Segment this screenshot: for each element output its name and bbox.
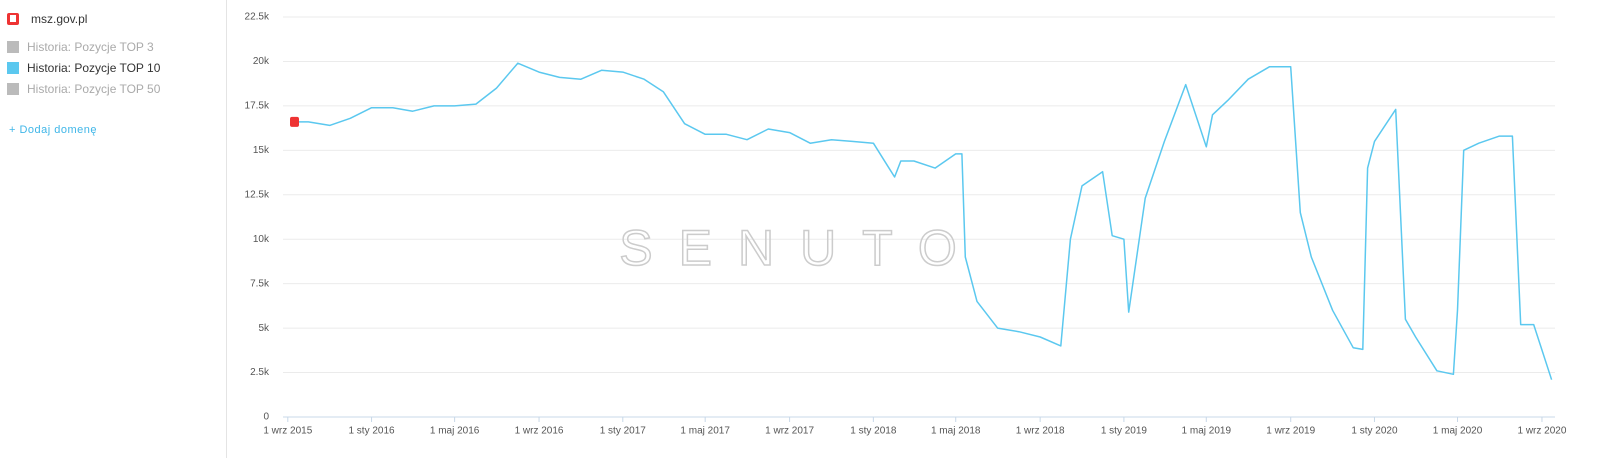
x-tick-label: 1 maj 2016 — [430, 426, 480, 437]
x-tick-label: 1 wrz 2020 — [1517, 426, 1566, 437]
domain-row: msz.gov.pl — [7, 12, 87, 26]
x-tick-label: 1 sty 2017 — [600, 426, 647, 437]
y-tick-label: 10k — [253, 234, 270, 245]
x-tick-label: 1 wrz 2018 — [1016, 426, 1065, 437]
x-tick-label: 1 maj 2019 — [1182, 426, 1232, 437]
add-domain[interactable]: + Dodaj domenę — [9, 124, 98, 136]
y-tick-label: 15k — [253, 145, 270, 156]
y-tick-label: 20k — [253, 56, 270, 67]
x-tick-label: 1 maj 2020 — [1433, 426, 1483, 437]
series-label: Historia: Pozycje TOP 10 — [27, 61, 161, 75]
domain: msz.gov.pl — [31, 12, 88, 26]
series-toggle[interactable]: Historia: Pozycje TOP 10 — [7, 61, 160, 75]
y-tick-label: 22.5k — [245, 12, 270, 23]
y-tick-label: 12.5k — [245, 189, 270, 200]
x-tick-label: 1 maj 2018 — [931, 426, 981, 437]
x-tick-label: 1 maj 2017 — [680, 426, 730, 437]
x-tick-label: 1 wrz 2016 — [515, 426, 564, 437]
series-line — [290, 62, 1553, 380]
x-tick-label: 1 sty 2020 — [1351, 426, 1398, 437]
y-tick-label: 5k — [258, 323, 270, 334]
x-tick-label: 1 sty 2019 — [1101, 426, 1148, 437]
series-toggle[interactable]: Historia: Pozycje TOP 3 — [7, 40, 154, 54]
series-toggle[interactable]: Historia: Pozycje TOP 50 — [7, 82, 160, 96]
swatch — [7, 83, 19, 95]
x-tick-label: 1 sty 2016 — [348, 426, 395, 437]
sidebar: msz.gov.pl Historia: Pozycje TOP 3 Histor… — [0, 0, 227, 458]
y-tick-label: 17.5k — [245, 101, 270, 112]
series-label: Historia: Pozycje TOP 3 — [27, 40, 154, 54]
swatch — [7, 62, 19, 74]
series-label: Historia: Pozycje TOP 50 — [27, 82, 161, 96]
chart: 0 2.5k 5k 7.5k 10k 12.5k 15k 17.5k 20k 22.5k 1 wrz… — [245, 12, 1567, 437]
swatch — [7, 41, 19, 53]
y-tick-label: 2.5k — [250, 367, 270, 378]
y-tick-label: 0 — [263, 412, 269, 423]
x-tick-label: 1 sty 2018 — [850, 426, 897, 437]
x-tick-label: 1 wrz 2019 — [1266, 426, 1315, 437]
x-tick-label: 1 wrz 2017 — [765, 426, 814, 437]
x-tick-label: 1 wrz 2015 — [263, 426, 312, 437]
watermark: SENUTO — [619, 220, 982, 276]
flag-marker — [290, 116, 299, 127]
flag-icon — [7, 13, 19, 25]
y-tick-label: 7.5k — [250, 278, 270, 289]
